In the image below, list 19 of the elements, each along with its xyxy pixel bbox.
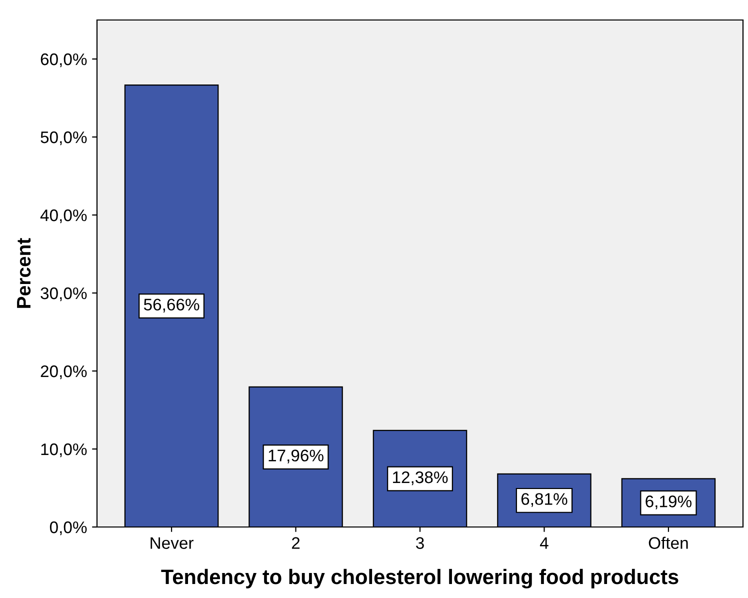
x-axis-title: Tendency to buy cholesterol lowering food products	[161, 568, 678, 588]
y-tick-label: 0,0%	[50, 521, 87, 536]
data-label: 56,66%	[144, 298, 200, 312]
data-label: 12,38%	[393, 471, 448, 486]
x-tick-label: Often	[648, 536, 688, 549]
y-tick-label: 50,0%	[40, 131, 87, 146]
x-tick-label: 3	[416, 537, 424, 549]
y-tick-label: 20,0%	[40, 365, 87, 380]
y-tick-label: 40,0%	[40, 209, 87, 224]
data-label: 6,81%	[521, 493, 568, 507]
y-axis-title: Percent	[17, 238, 31, 308]
x-tick-label: 2	[292, 537, 300, 549]
y-tick-label: 60,0%	[40, 53, 87, 68]
y-tick-label: 30,0%	[40, 287, 87, 302]
x-tick-label: 4	[540, 537, 548, 549]
x-tick-label: Never	[150, 537, 194, 549]
y-tick-label: 10,0%	[41, 443, 87, 458]
data-label: 6,19%	[646, 496, 692, 510]
data-label: 17,96%	[268, 450, 324, 464]
